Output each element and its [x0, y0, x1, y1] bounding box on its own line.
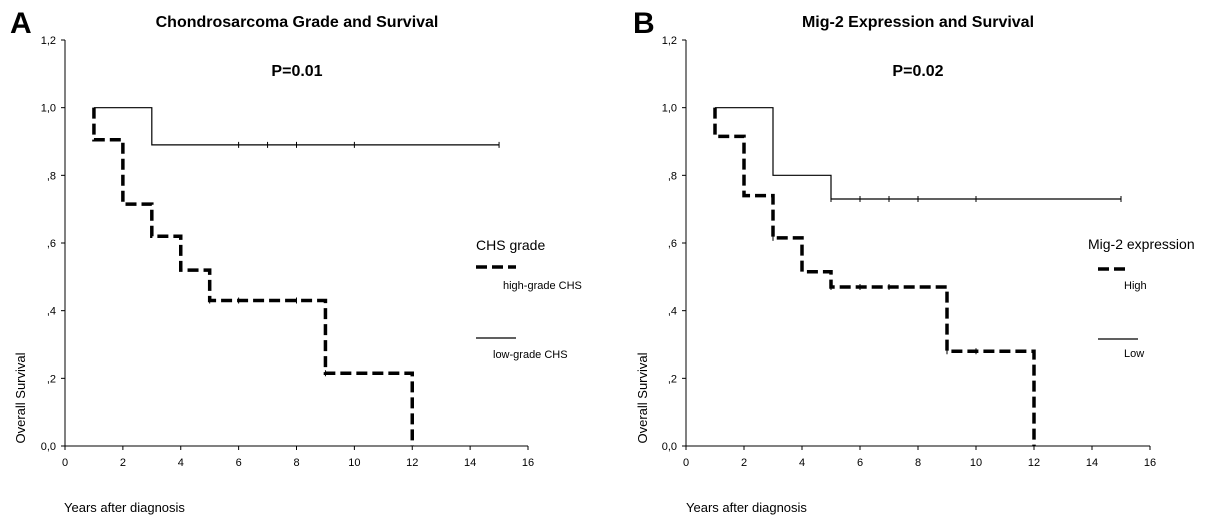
- y-tick-label: 1,2: [662, 35, 677, 47]
- chart-title: Mig-2 Expression and Survival: [802, 14, 1034, 31]
- legend-title: Mig-2 expression: [1088, 236, 1195, 252]
- series-line-high: [713, 107, 1036, 446]
- p-value: P=0.02: [892, 63, 943, 80]
- x-tick-label: 12: [1028, 457, 1040, 469]
- series-line-low: [715, 107, 1121, 200]
- x-tick-label: 12: [406, 457, 418, 469]
- x-tick-label: 6: [236, 457, 242, 469]
- survival-curves: [713, 107, 1122, 446]
- x-tick-label: 4: [178, 457, 184, 469]
- x-tick-label: 4: [799, 457, 805, 469]
- x-axis-label: Years after diagnosis: [686, 500, 807, 515]
- legend-label-high: High: [1124, 280, 1147, 292]
- y-tick-label: ,6: [668, 238, 677, 250]
- panel-b: B Mig-2 Expression and Survival P=0.02 Y…: [633, 7, 1195, 515]
- x-tick-label: 8: [915, 457, 921, 469]
- x-tick-label: 10: [970, 457, 982, 469]
- x-tick-label: 14: [464, 457, 476, 469]
- x-tick-label: 16: [522, 457, 534, 469]
- series-line-high-grade-chs: [92, 107, 414, 446]
- x-axis-label: Years after diagnosis: [64, 500, 185, 515]
- survival-curves: [92, 107, 500, 446]
- y-tick-label: ,4: [668, 306, 677, 318]
- p-value: P=0.01: [271, 63, 322, 80]
- axes: 0,0 ,2 ,4 ,6 ,8 1,0 1,2 0 2 4 6 8 10 12 14 16: [41, 35, 534, 469]
- y-tick-label: 1,2: [41, 35, 56, 47]
- y-tick-label: ,8: [668, 170, 677, 182]
- panel-letter: B: [633, 7, 655, 40]
- x-tick-label: 8: [293, 457, 299, 469]
- x-tick-label: 2: [120, 457, 126, 469]
- x-tick-label: 14: [1086, 457, 1098, 469]
- axes: 0,0 ,2 ,4 ,6 ,8 1,0 1,2 0 2 4 6 8 10 12 14 16: [662, 35, 1156, 469]
- y-tick-label: ,6: [47, 238, 56, 250]
- x-tick-label: 0: [62, 457, 68, 469]
- panel-a: A Chondrosarcoma Grade and Survival P=0.…: [10, 7, 582, 515]
- legend-label-high-grade: high-grade CHS: [503, 280, 582, 292]
- y-tick-label: 0,0: [662, 441, 677, 453]
- y-tick-label: ,2: [668, 373, 677, 385]
- x-tick-label: 6: [857, 457, 863, 469]
- x-tick-label: 16: [1144, 457, 1156, 469]
- y-tick-label: ,4: [47, 306, 56, 318]
- y-tick-label: 1,0: [662, 103, 677, 115]
- series-line-low-grade-chs: [93, 107, 500, 146]
- x-tick-label: 2: [741, 457, 747, 469]
- chart-title: Chondrosarcoma Grade and Survival: [156, 14, 439, 31]
- legend-title: CHS grade: [476, 237, 545, 253]
- y-tick-label: 1,0: [41, 103, 56, 115]
- y-axis-label: Overall Survival: [635, 352, 650, 443]
- panel-letter: A: [10, 7, 32, 40]
- y-tick-label: ,8: [47, 170, 56, 182]
- y-axis-label: Overall Survival: [13, 352, 28, 443]
- x-tick-label: 10: [348, 457, 360, 469]
- y-tick-label: 0,0: [41, 441, 56, 453]
- x-tick-label: 0: [683, 457, 689, 469]
- legend-label-low: Low: [1124, 348, 1144, 360]
- legend-label-low-grade: low-grade CHS: [493, 349, 568, 361]
- y-tick-label: ,2: [47, 373, 56, 385]
